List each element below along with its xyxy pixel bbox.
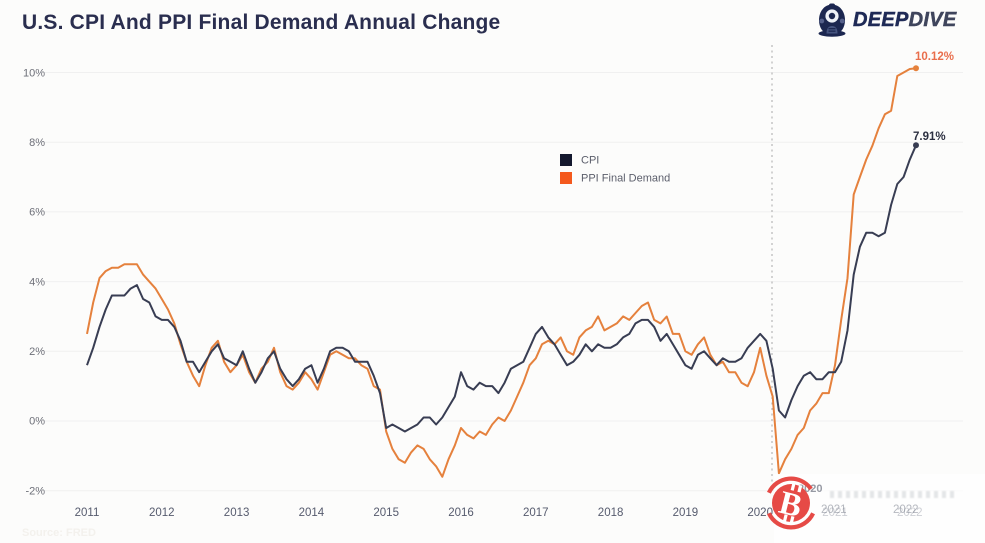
svg-text:7.91%: 7.91%	[913, 131, 946, 143]
svg-text:PPI Final Demand: PPI Final Demand	[581, 173, 670, 185]
svg-text:2014: 2014	[299, 507, 325, 519]
svg-text:2017: 2017	[523, 507, 549, 519]
svg-text:4%: 4%	[29, 277, 45, 289]
svg-text:0%: 0%	[29, 416, 45, 428]
svg-text:2%: 2%	[29, 346, 45, 358]
svg-text:2011: 2011	[75, 507, 100, 519]
svg-text:2019: 2019	[673, 507, 699, 519]
svg-text:-2%: -2%	[25, 486, 45, 498]
svg-text:8%: 8%	[29, 137, 45, 149]
svg-text:2013: 2013	[224, 507, 250, 519]
svg-text:CPI: CPI	[581, 155, 599, 167]
svg-text:10%: 10%	[23, 68, 45, 80]
svg-text:2015: 2015	[373, 507, 399, 519]
svg-text:10.12%: 10.12%	[915, 51, 954, 63]
svg-text:2012: 2012	[149, 507, 175, 519]
svg-text:2016: 2016	[448, 507, 474, 519]
svg-text:6%: 6%	[29, 207, 45, 219]
svg-text:2020: 2020	[747, 507, 773, 519]
svg-text:2018: 2018	[598, 507, 624, 519]
